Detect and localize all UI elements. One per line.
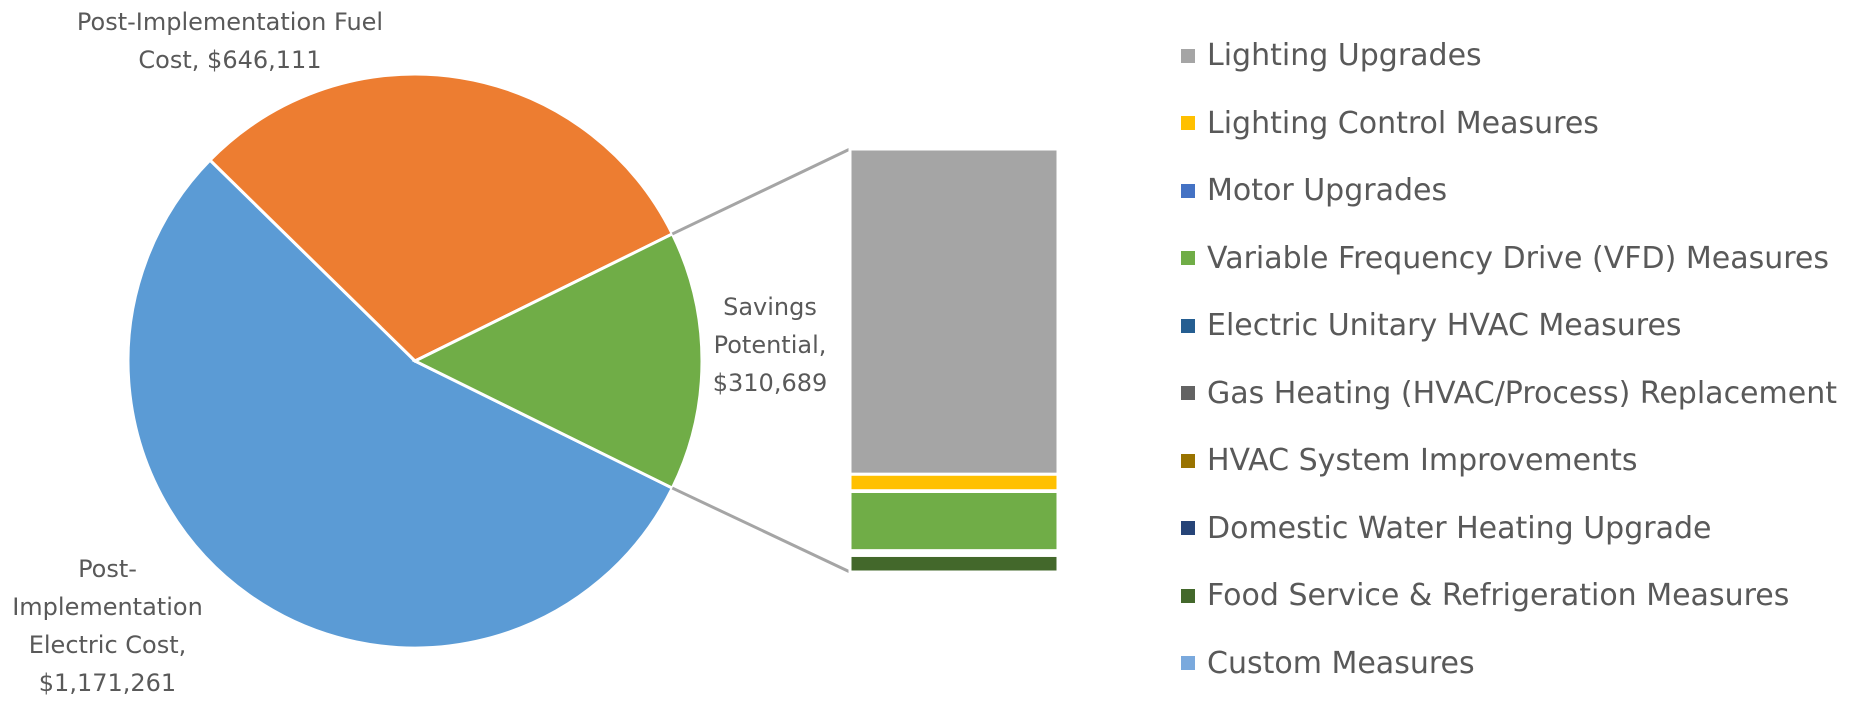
slice-name: Savings Potential: [713, 293, 819, 359]
legend-swatch: [1181, 656, 1195, 670]
slice-value: $1,171,261: [38, 669, 177, 697]
legend-entry: Lighting Control Measures: [1181, 106, 1599, 141]
bar-segment: [848, 472, 1060, 493]
legend-swatch: [1181, 386, 1195, 400]
slice-label: Post-Implementation Fuel Cost, $646,111: [60, 3, 400, 79]
pie-slice: [411, 231, 704, 491]
pie-slice: [126, 158, 675, 650]
legend-swatch: [1181, 453, 1195, 468]
legend-label: Gas Heating (HVAC/Process) Replacement: [1207, 375, 1837, 411]
legend-entry: HVAC System Improvements: [1181, 443, 1638, 478]
slice-label: Post-Implementation Electric Cost, $1,17…: [0, 550, 215, 702]
separator: ,: [191, 46, 208, 74]
legend-entry: Variable Frequency Drive (VFD) Measures: [1181, 241, 1829, 276]
legend-label: Motor Upgrades: [1207, 173, 1448, 208]
pie-slice: [207, 72, 675, 363]
legend-entry: Electric Unitary HVAC Measures: [1181, 308, 1682, 343]
legend-swatch: [1181, 588, 1195, 603]
bar-segment: [848, 490, 1060, 553]
slice-name: Post-Implementation Fuel Cost: [76, 8, 384, 74]
legend-label: Electric Unitary HVAC Measures: [1207, 308, 1682, 343]
legend-entry: Food Service & Refrigeration Measures: [1181, 578, 1789, 613]
slice-value: $646,111: [207, 46, 322, 74]
legend-swatch: [1181, 251, 1195, 265]
legend-swatch: [1181, 318, 1195, 333]
slice-name: Post-Implementation Electric Cost: [12, 555, 203, 659]
slice-value: $310,689: [712, 369, 828, 397]
separator: ,: [178, 631, 187, 659]
legend-label: Variable Frequency Drive (VFD) Measures: [1207, 240, 1829, 276]
legend-label: HVAC System Improvements: [1207, 443, 1638, 478]
legend-swatch: [1181, 521, 1195, 535]
legend-entry: Motor Upgrades: [1181, 173, 1447, 208]
legend-label: Food Service & Refrigeration Measures: [1207, 578, 1790, 613]
separator: ,: [818, 331, 827, 359]
bar-segment: [848, 553, 1060, 574]
legend-entry: Domestic Water Heating Upgrade: [1181, 511, 1711, 546]
connector: [671, 147, 851, 236]
legend-swatch: [1181, 48, 1195, 63]
legend-label: Domestic Water Heating Upgrade: [1207, 510, 1712, 546]
slice-label: Savings Potential, $310,689: [700, 288, 840, 402]
legend-label: Custom Measures: [1207, 645, 1475, 681]
legend-entry: Lighting Upgrades: [1181, 38, 1482, 73]
legend-swatch: [1181, 116, 1195, 130]
bar-segment: [848, 147, 1060, 476]
legend-entry: Custom Measures: [1181, 646, 1475, 681]
legend-entry: Gas Heating (HVAC/Process) Replacement: [1181, 376, 1837, 411]
legend-label: Lighting Upgrades: [1207, 38, 1482, 73]
legend-label: Lighting Control Measures: [1207, 105, 1599, 141]
legend-swatch: [1181, 183, 1195, 198]
connector: [671, 486, 851, 574]
